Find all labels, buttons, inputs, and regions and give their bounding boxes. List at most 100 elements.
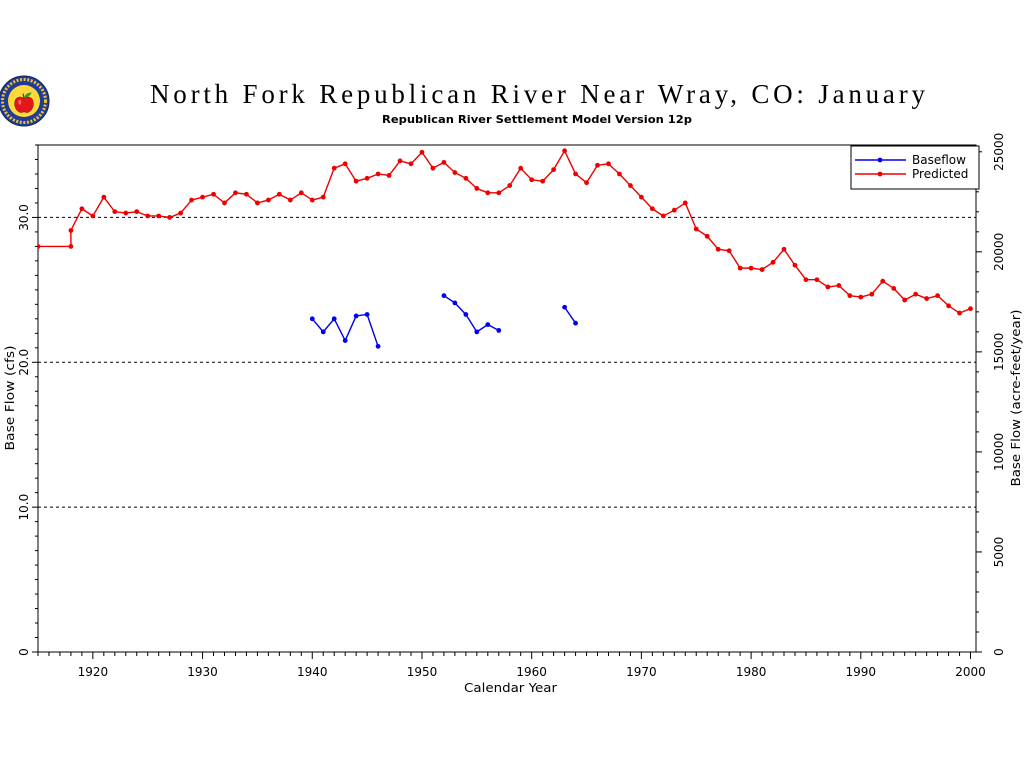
predicted-point xyxy=(748,265,754,271)
legend-predicted-label: Predicted xyxy=(912,167,968,181)
predicted-point xyxy=(858,294,864,300)
predicted-point xyxy=(178,210,184,216)
predicted-point xyxy=(265,197,271,203)
predicted-point xyxy=(68,228,74,233)
predicted-point xyxy=(244,191,249,197)
y2-tick-label: 15000 xyxy=(992,333,1006,371)
predicted-point xyxy=(682,200,688,206)
baseflow-point xyxy=(496,328,502,333)
baseflow-line xyxy=(564,306,577,324)
predicted-point xyxy=(781,246,787,252)
predicted-point xyxy=(167,215,173,220)
predicted-point xyxy=(485,190,491,196)
baseflow-point xyxy=(331,316,337,322)
predicted-point xyxy=(551,167,557,173)
predicted-point xyxy=(704,233,710,239)
predicted-point xyxy=(408,161,414,167)
predicted-point xyxy=(298,190,304,196)
predicted-point xyxy=(715,246,721,252)
legend-box xyxy=(850,145,980,190)
predicted-point xyxy=(320,194,326,200)
predicted-point xyxy=(233,190,238,196)
x-tick-label: 1950 xyxy=(407,665,438,679)
x-tick-label: 1990 xyxy=(846,665,877,679)
predicted-point xyxy=(649,206,655,212)
predicted-point xyxy=(507,183,513,188)
baseflow-point xyxy=(463,312,469,317)
y-tick-label: 0 xyxy=(17,648,31,656)
chart-subtitle: Republican River Settlement Model Versio… xyxy=(382,113,692,126)
predicted-point xyxy=(397,158,403,164)
predicted-point xyxy=(276,191,282,197)
predicted-point xyxy=(595,162,600,168)
legend-baseflow-marker xyxy=(877,157,883,163)
baseflow-point xyxy=(353,313,359,319)
y2-tick-label: 20000 xyxy=(992,233,1006,271)
predicted-point xyxy=(573,171,578,177)
x-tick-label: 1920 xyxy=(78,665,109,679)
predicted-point xyxy=(200,194,205,200)
predicted-point xyxy=(309,197,315,203)
predicted-point xyxy=(529,177,535,183)
predicted-point xyxy=(770,259,776,265)
legend-baseflow-label: Baseflow xyxy=(912,153,966,167)
baseflow-point xyxy=(441,293,447,299)
y2-tick-label: 5000 xyxy=(992,537,1006,568)
chart-title: North Fork Republican River Near Wray, C… xyxy=(150,79,926,109)
predicted-point xyxy=(156,213,162,219)
predicted-point xyxy=(518,165,524,171)
predicted-point xyxy=(79,206,85,212)
y2-axis-label: Base Flow (acre-feet/year) xyxy=(1009,310,1023,487)
predicted-point xyxy=(957,310,962,316)
baseflow-point xyxy=(375,343,381,349)
predicted-point xyxy=(419,149,425,155)
y2-tick-label: 25000 xyxy=(992,133,1006,171)
predicted-point xyxy=(628,183,633,188)
predicted-point xyxy=(112,209,118,215)
predicted-point xyxy=(913,291,919,297)
baseflow-line xyxy=(443,295,500,333)
predicted-point xyxy=(825,284,831,290)
legend: Baseflow Predicted xyxy=(850,145,980,190)
predicted-point xyxy=(847,293,853,299)
baseflow-point xyxy=(342,338,348,343)
predicted-point xyxy=(38,244,41,249)
baseflow-point xyxy=(364,312,370,317)
predicted-point xyxy=(441,159,447,165)
predicted-point xyxy=(726,248,732,254)
predicted-point xyxy=(584,180,589,186)
predicted-point xyxy=(660,213,666,219)
predicted-point xyxy=(364,175,370,181)
predicted-point xyxy=(946,303,951,309)
predicted-point xyxy=(737,265,743,271)
predicted-point xyxy=(101,194,107,200)
predicted-point xyxy=(123,210,129,216)
predicted-point xyxy=(145,213,151,219)
y-tick-label: 10.0 xyxy=(17,494,31,521)
predicted-point xyxy=(452,170,458,175)
predicted-point xyxy=(331,165,337,171)
legend-predicted-marker xyxy=(877,171,883,177)
baseflow-point xyxy=(474,329,480,335)
plot-series xyxy=(38,148,973,349)
y-tick-label: 20.0 xyxy=(17,349,31,376)
baseflow-point xyxy=(309,316,315,322)
plot-frame xyxy=(37,144,977,653)
predicted-point xyxy=(803,277,809,283)
predicted-point xyxy=(880,278,886,284)
y2-tick-label: 10000 xyxy=(992,433,1006,471)
predicted-point xyxy=(496,190,502,196)
x-tick-label: 2000 xyxy=(955,665,986,679)
baseflow-point xyxy=(562,304,567,310)
predicted-point xyxy=(562,148,567,154)
predicted-point xyxy=(935,293,941,299)
predicted-point xyxy=(869,291,875,297)
predicted-point xyxy=(606,161,611,167)
predicted-point xyxy=(792,262,798,268)
axis-ticks xyxy=(32,144,982,659)
logo-lettering-ring xyxy=(1,78,47,124)
predicted-point xyxy=(671,207,677,213)
predicted-line xyxy=(38,150,971,314)
predicted-point xyxy=(968,306,973,312)
